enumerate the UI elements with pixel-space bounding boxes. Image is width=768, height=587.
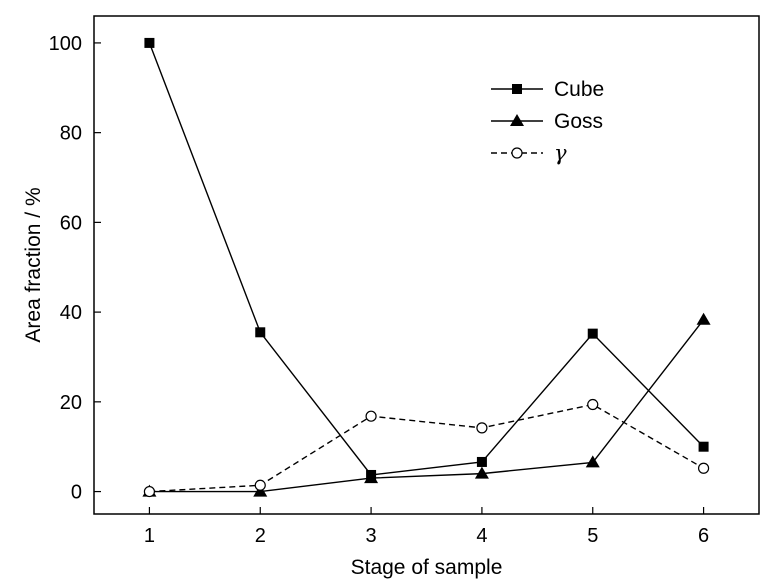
data-point-cube	[698, 441, 709, 452]
y-tick-label: 0	[71, 482, 82, 504]
legend-item-goss: Goss	[491, 110, 603, 133]
x-tick-label: 4	[476, 525, 487, 547]
x-tick-label: 2	[255, 525, 266, 547]
data-point-goss	[474, 466, 489, 479]
y-axis-title: Area fraction / %	[22, 187, 45, 342]
data-point-cube	[587, 328, 598, 339]
series-line-cube	[148, 42, 705, 476]
y-tick-label: 20	[60, 392, 82, 414]
x-tick-label: 6	[698, 525, 709, 547]
legend-marker-cube	[512, 84, 522, 94]
y-tick-label: 40	[60, 302, 82, 324]
data-point-gamma	[143, 485, 156, 498]
data-point-goss	[585, 455, 600, 468]
data-point-cube	[144, 37, 155, 48]
y-tick-label: 80	[60, 123, 82, 145]
data-point-gamma	[476, 422, 488, 434]
x-tick-label: 1	[144, 525, 155, 547]
data-point-goss	[696, 312, 711, 325]
plot-frame	[93, 15, 760, 515]
legend-label-goss: Goss	[554, 110, 603, 133]
legend-label-cube: Cube	[554, 78, 604, 101]
series-line-gamma	[149, 403, 704, 493]
legend-item-cube: Cube	[491, 78, 604, 101]
data-point-gamma	[254, 479, 266, 491]
x-tick-label: 5	[587, 525, 598, 547]
data-point-gamma	[587, 398, 599, 411]
legend-marker-goss	[510, 114, 524, 126]
data-point-goss	[364, 471, 379, 484]
x-axis-title: Stage of sample	[351, 556, 503, 579]
legend-label-gamma: γ	[554, 141, 567, 165]
y-axis: 0 20 40 60 80 100	[49, 33, 101, 504]
series-cube	[144, 37, 709, 480]
x-tick-label: 3	[366, 525, 377, 547]
series-gamma	[143, 398, 710, 498]
y-tick-label: 100	[49, 33, 82, 55]
plot-series	[142, 37, 711, 498]
data-point-gamma	[697, 462, 710, 474]
legend: Cube Goss γ	[491, 78, 604, 165]
y-tick-label: 60	[60, 212, 82, 234]
legend-item-gamma: γ	[491, 141, 567, 165]
legend-marker-gamma	[511, 147, 523, 159]
data-point-gamma	[365, 410, 377, 422]
data-point-cube	[476, 456, 487, 467]
x-axis: 1 2 3 4 5 6	[144, 507, 709, 547]
series-line-goss	[149, 319, 705, 493]
data-point-cube	[255, 327, 266, 338]
